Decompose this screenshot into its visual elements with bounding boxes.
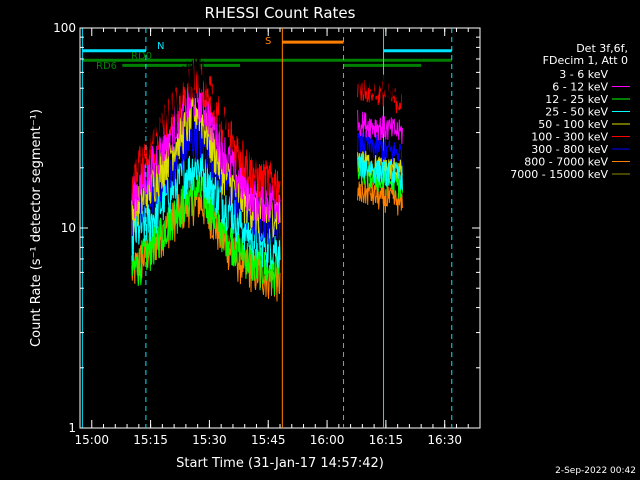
series-line [131,78,281,224]
legend-header-line: FDecim 1, Att 0 [543,54,628,67]
status-bar-label: RD0 [131,51,152,62]
late-series-line [357,70,403,104]
status-bar-label: RD6 [96,61,117,72]
x-tick-label: 15:00 [74,433,109,447]
y-tick-label: 100 [53,21,76,35]
y-tick-label: 10 [61,221,76,235]
late-series-line [357,109,403,144]
status-bar-label: N [157,41,164,52]
legend-entry-label: 12 - 25 keV [545,93,608,106]
y-axis-ticks: 1 10 100 [53,21,480,435]
x-tick-label: 16:15 [369,433,404,447]
status-bars: N RD0 RD6 S [82,36,452,72]
chart-title: RHESSI Count Rates [205,4,356,22]
y-tick-label: 1 [68,421,76,435]
legend-entry-label: 25 - 50 keV [545,106,608,119]
data-series [131,55,403,302]
legend-entry-label: 50 - 100 keV [538,118,608,131]
x-tick-label: 15:45 [251,433,286,447]
series-line [131,55,281,176]
late-series-line [357,152,403,191]
y-axis-label: Count Rate (s⁻¹ detector segment⁻¹) [29,109,44,347]
legend-entry-label: 6 - 12 keV [552,81,608,94]
late-series-line [357,78,403,114]
late-series-line [357,180,403,216]
legend-header-line: Det 3f,6f, [576,42,628,55]
late-series-line [357,130,403,166]
legend-entry-label: 7000 - 15000 keV [510,168,608,181]
legend-entry-label: 800 - 7000 keV [524,156,608,169]
legend-entry-label: 3 - 6 keV [559,68,608,81]
x-tick-label: 15:15 [133,433,168,447]
x-tick-label: 16:00 [310,433,345,447]
vertical-markers [81,28,453,428]
x-tick-label: 15:30 [192,433,227,447]
x-tick-label: 16:30 [427,433,462,447]
x-axis-ticks: 15:00 15:15 15:30 15:45 16:00 16:15 16:30 [74,28,469,447]
status-bar-label: S [265,36,271,47]
legend-entry-label: 300 - 800 keV [531,143,608,156]
x-axis-label: Start Time (31-Jan-17 14:57:42) [176,456,384,471]
legend-entry-label: 100 - 300 keV [531,131,608,144]
footer-timestamp: 2-Sep-2022 00:42 [555,466,636,476]
